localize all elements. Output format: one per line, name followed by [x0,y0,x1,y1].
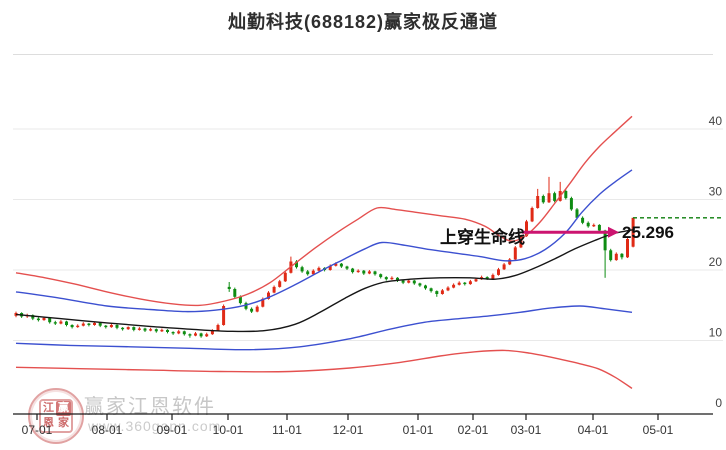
svg-text:30: 30 [709,185,723,199]
seal-char: 江 [43,402,54,414]
header-divider [13,54,713,55]
signal-price-label: 25.296 [622,223,674,242]
svg-text:40: 40 [709,114,723,128]
svg-text:12-01: 12-01 [333,423,364,437]
signal-annotation-label: 上穿生命线 [440,228,525,247]
page-title: 灿勤科技(688182)赢家极反通道 [227,12,499,32]
svg-text:03-01: 03-01 [511,423,542,437]
svg-text:02-01: 02-01 [458,423,489,437]
seal-char: 恩 [43,417,54,429]
watermark-seal-icon: 江 赢 恩 家 [28,388,84,444]
svg-text:0: 0 [715,396,722,410]
svg-text:01-01: 01-01 [403,423,434,437]
watermark-seal-grid: 江 赢 恩 家 [39,399,73,433]
svg-text:08-01: 08-01 [92,423,123,437]
svg-text:07-01: 07-01 [22,423,53,437]
svg-text:10-01: 10-01 [213,423,244,437]
watermark-brand-text: 赢家江恩软件 [84,396,216,418]
svg-text:05-01: 05-01 [643,423,674,437]
svg-text:11-01: 11-01 [272,423,302,437]
seal-char: 家 [58,417,69,429]
svg-text:10: 10 [709,326,723,340]
seal-char: 赢 [56,401,71,416]
svg-text:09-01: 09-01 [157,423,188,437]
svg-text:04-01: 04-01 [578,423,609,437]
svg-text:20: 20 [709,255,723,269]
watermark-url-text: www.360gann.com [88,418,222,434]
